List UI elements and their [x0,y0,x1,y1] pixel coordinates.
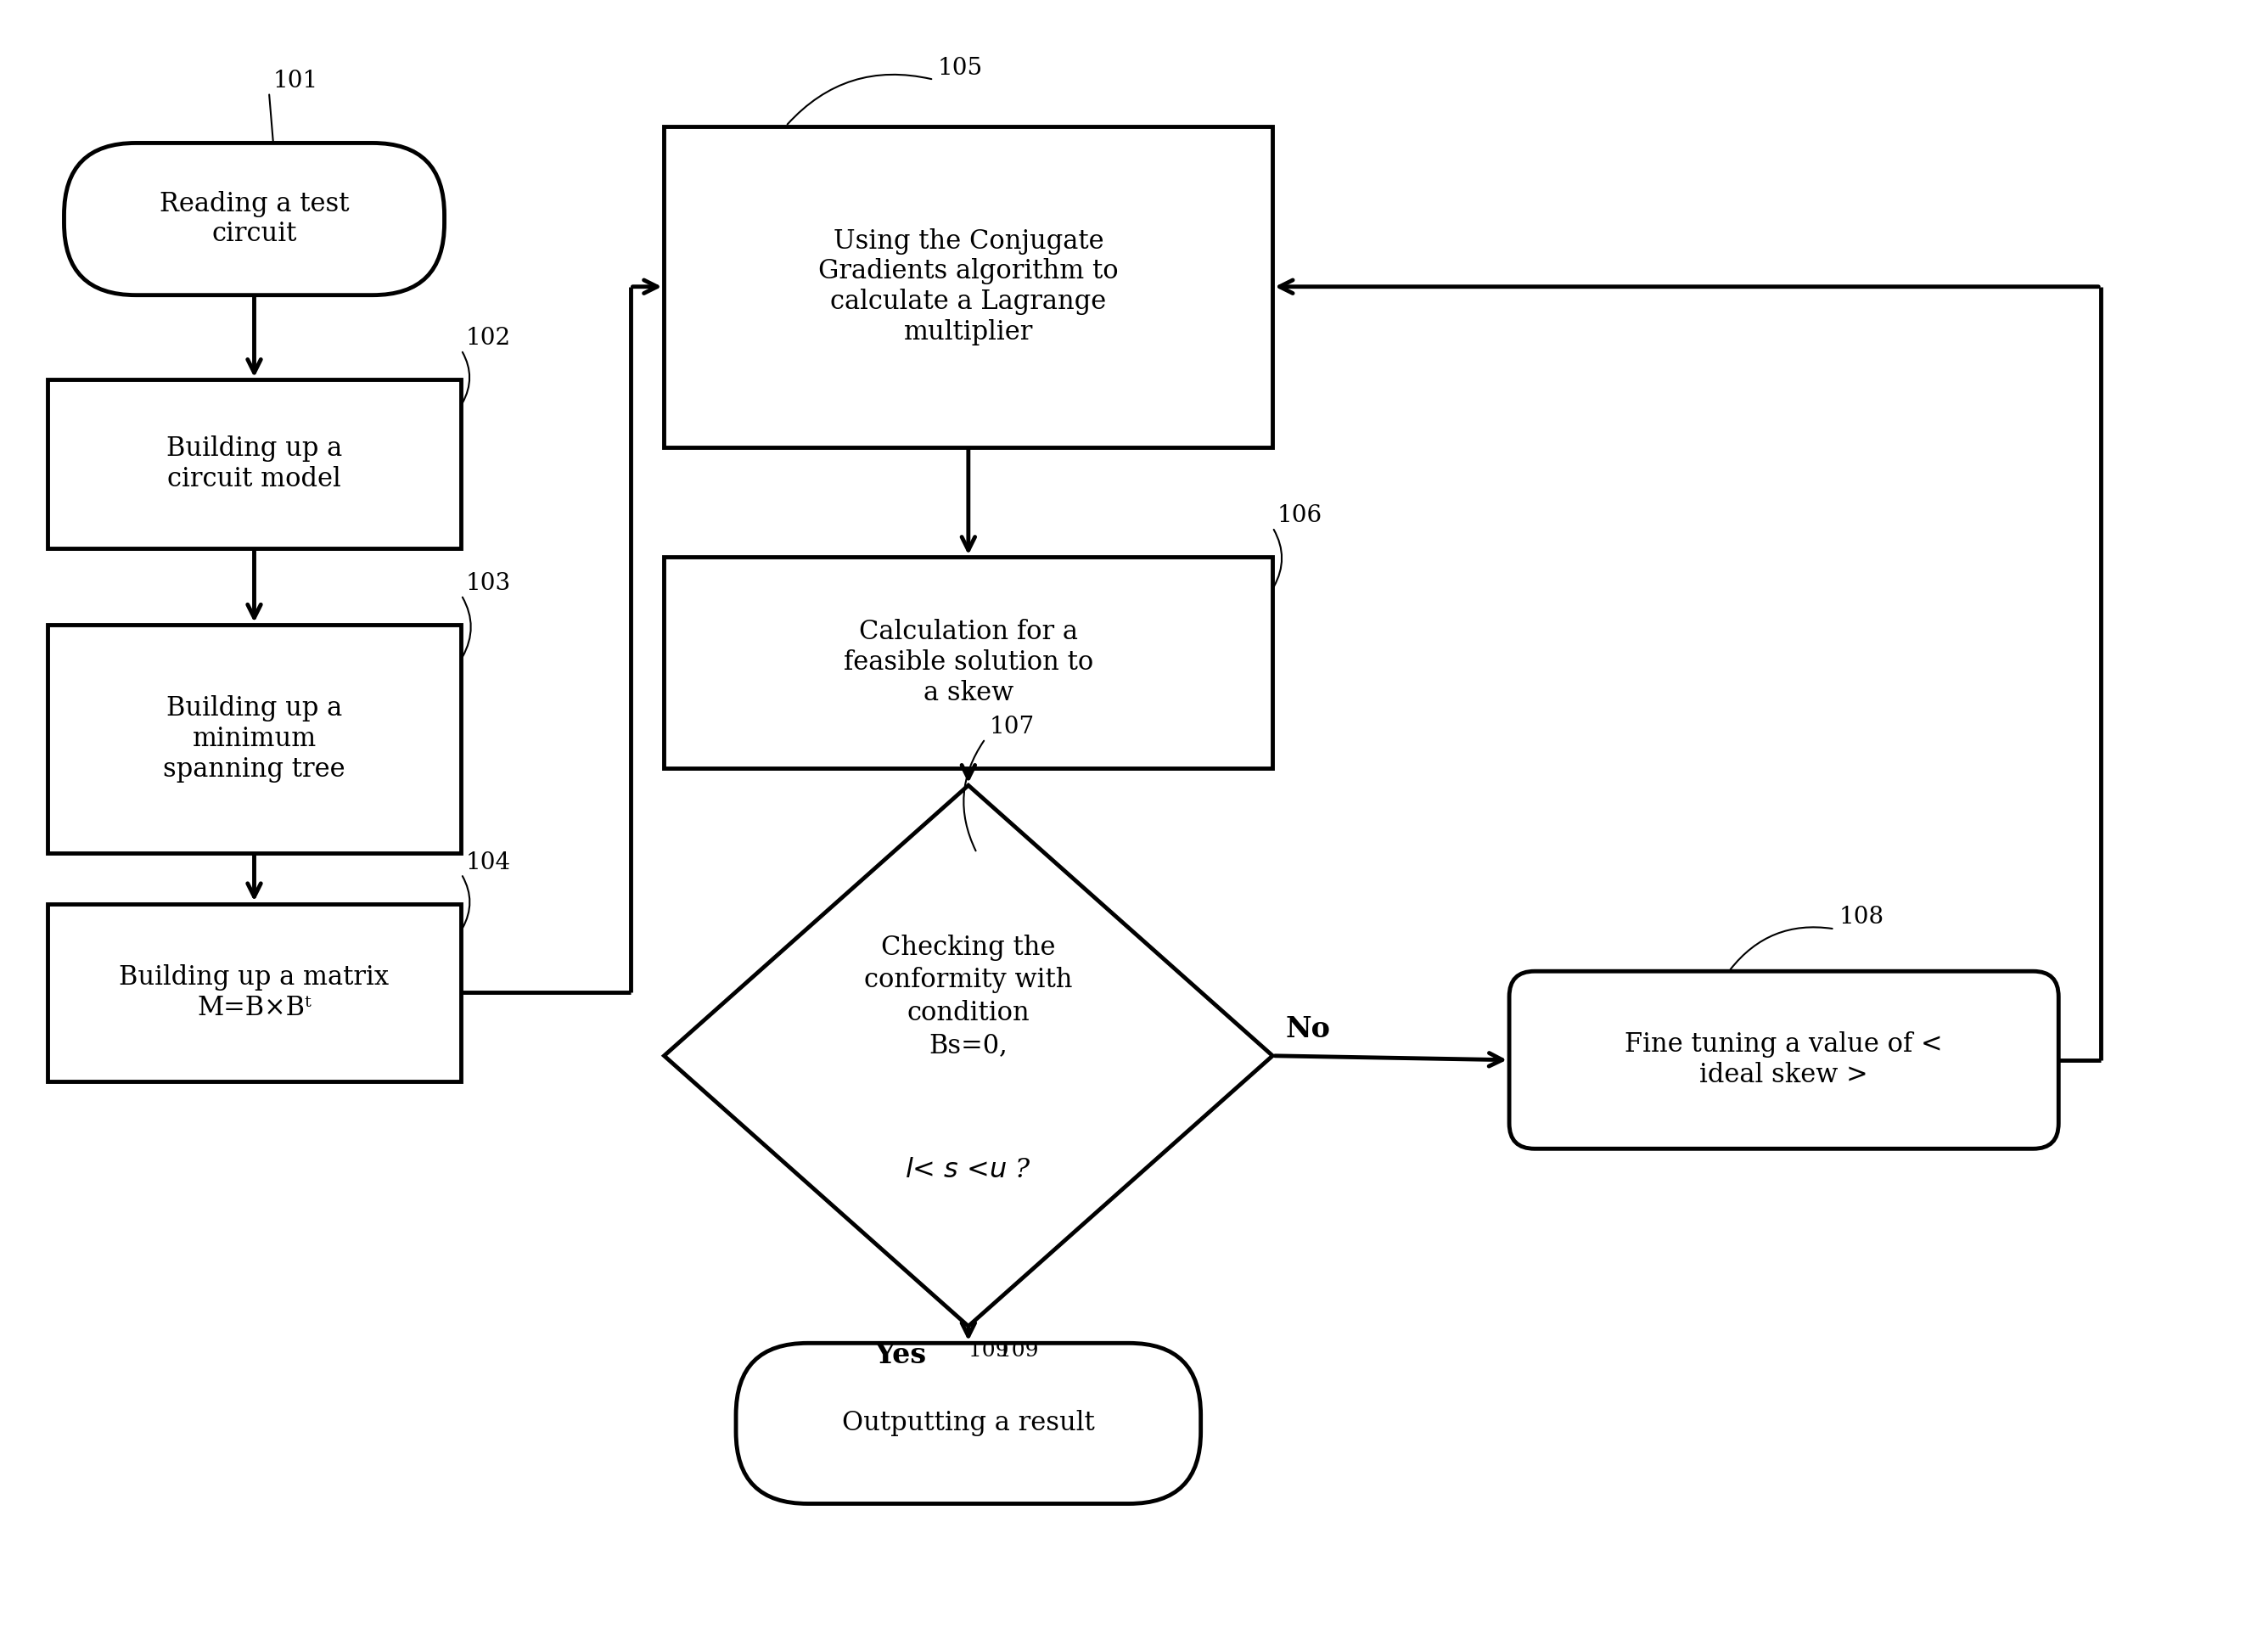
Text: Reading a test
circuit: Reading a test circuit [159,191,349,247]
Bar [48,624,460,853]
Bar [48,379,460,549]
Polygon shape [665,786,1272,1327]
Text: 107: 107 [989,716,1034,739]
FancyBboxPatch shape [735,1343,1200,1503]
Text: Outputting a result: Outputting a result [841,1410,1095,1436]
Text: 108: 108 [1839,907,1885,930]
Text: 109: 109 [968,1342,1009,1361]
Text: Calculation for a
feasible solution to
a skew: Calculation for a feasible solution to a… [844,619,1093,706]
Text: 104: 104 [465,851,510,874]
Text: Fine tuning a value of <
ideal skew >: Fine tuning a value of < ideal skew > [1624,1031,1944,1088]
Text: Yes: Yes [873,1342,925,1369]
Text: Checking the
conformity with
condition
Bs=0,: Checking the conformity with condition B… [864,935,1073,1059]
FancyBboxPatch shape [1508,971,2059,1149]
Text: No: No [1286,1015,1329,1042]
Text: 103: 103 [465,572,510,595]
Bar [665,126,1272,448]
Text: 105: 105 [939,57,982,80]
Text: 102: 102 [465,327,510,350]
Text: Using the Conjugate
Gradients algorithm to
calculate a Lagrange
multiplier: Using the Conjugate Gradients algorithm … [819,227,1118,345]
Bar [665,557,1272,768]
Text: 101: 101 [272,69,318,92]
Text: $l$< $s$ <$u$ ?: $l$< $s$ <$u$ ? [905,1157,1032,1183]
Bar [48,904,460,1082]
Text: Building up a
circuit model: Building up a circuit model [166,436,342,492]
FancyBboxPatch shape [64,144,445,296]
Text: 109: 109 [998,1342,1039,1361]
Text: 106: 106 [1277,505,1322,528]
Text: Building up a
minimum
spanning tree: Building up a minimum spanning tree [163,696,345,783]
Text: Building up a matrix
M=B×Bᵗ: Building up a matrix M=B×Bᵗ [120,964,390,1021]
